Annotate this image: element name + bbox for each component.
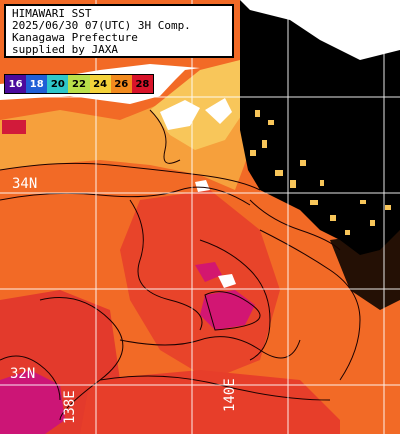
land-no-data [240,0,400,255]
region-line: Kanagawa Prefecture [12,31,138,44]
scale-cell-20: 20 [47,75,69,93]
lon-label-140e: 140E [222,378,238,412]
sea-hottest-center [200,290,255,330]
temperature-scale: 16 18 20 22 24 26 28 [4,74,154,94]
cloud-island [195,180,210,192]
sea-hottest-sw [0,370,65,434]
land-strip-east [330,230,400,310]
source-line: supplied by JAXA [12,43,118,56]
lon-label-138e: 138E [62,390,78,424]
sea-hot-south [80,370,340,434]
sea-hot-core [120,190,280,380]
scale-cell-24: 24 [89,75,111,93]
date-line: 2025/06/30 07(UTC) 3H Comp. [12,19,191,32]
lat-label-34n: 34N [12,176,38,192]
scale-cell-22: 22 [68,75,90,93]
info-box: HIMAWARI SST 2025/06/30 07(UTC) 3H Comp.… [4,4,234,58]
lat-label-32n: 32N [10,366,36,382]
scale-cell-26: 26 [110,75,132,93]
scale-cell-28: 28 [131,75,153,93]
title-line: HIMAWARI SST [12,7,92,20]
cloud-top-left [240,0,400,60]
cloud-center [218,274,236,288]
scale-cell-18: 18 [26,75,48,93]
coastal-noise [250,110,391,235]
cloud-shore-1 [160,100,200,130]
cloud-shore-2 [205,98,232,124]
red-spot-west [2,120,26,134]
scale-cell-16: 16 [5,75,27,93]
sea-hottest-mid [195,262,222,282]
